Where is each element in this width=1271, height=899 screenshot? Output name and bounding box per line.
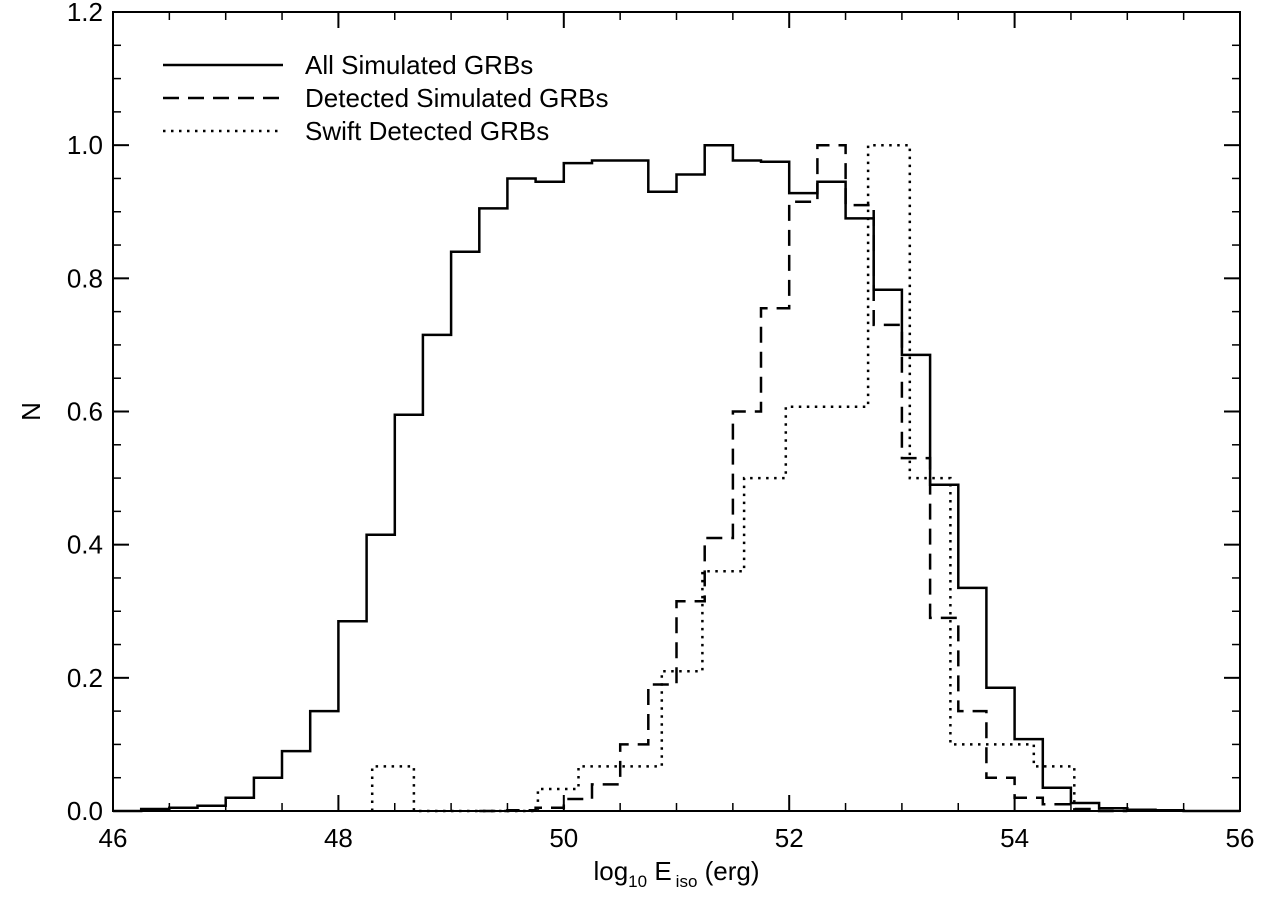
y-tick-label: 0.6 [67, 397, 103, 427]
x-tick-label: 52 [775, 823, 804, 853]
x-axis-title-sub: 10 [628, 872, 647, 891]
series-line-1 [113, 143, 1240, 813]
axis-ticks: 46 48 50 52 54 56 0.0 0.2 0.4 0.6 0.8 1.0 1.2 [67, 0, 1255, 853]
legend-label-3: Swift Detected GRBs [305, 116, 549, 146]
legend-label-2: Detected Simulated GRBs [305, 83, 608, 113]
x-tick-label: 48 [324, 823, 353, 853]
x-tick-label: 56 [1226, 823, 1255, 853]
series-layer [113, 143, 1240, 813]
y-tick-label: 0.0 [67, 796, 103, 826]
x-axis-title-unit: (erg) [697, 856, 759, 886]
y-tick-label: 1.2 [67, 0, 103, 27]
y-tick-label: 0.8 [67, 263, 103, 293]
x-axis-title-main: log [593, 856, 628, 886]
x-tick-label: 50 [549, 823, 578, 853]
y-tick-label: 0.4 [67, 530, 103, 560]
y-tick-label: 1.0 [67, 130, 103, 160]
y-axis-title: N [16, 402, 46, 421]
series-line-2 [479, 143, 1128, 813]
y-tick-label: 0.2 [67, 663, 103, 693]
x-tick-label: 46 [99, 823, 128, 853]
x-tick-label: 54 [1000, 823, 1029, 853]
legend-label-1: All Simulated GRBs [305, 50, 533, 80]
x-axis-title-sym: E [647, 856, 672, 886]
x-axis-title-symsub: iso [676, 872, 698, 891]
